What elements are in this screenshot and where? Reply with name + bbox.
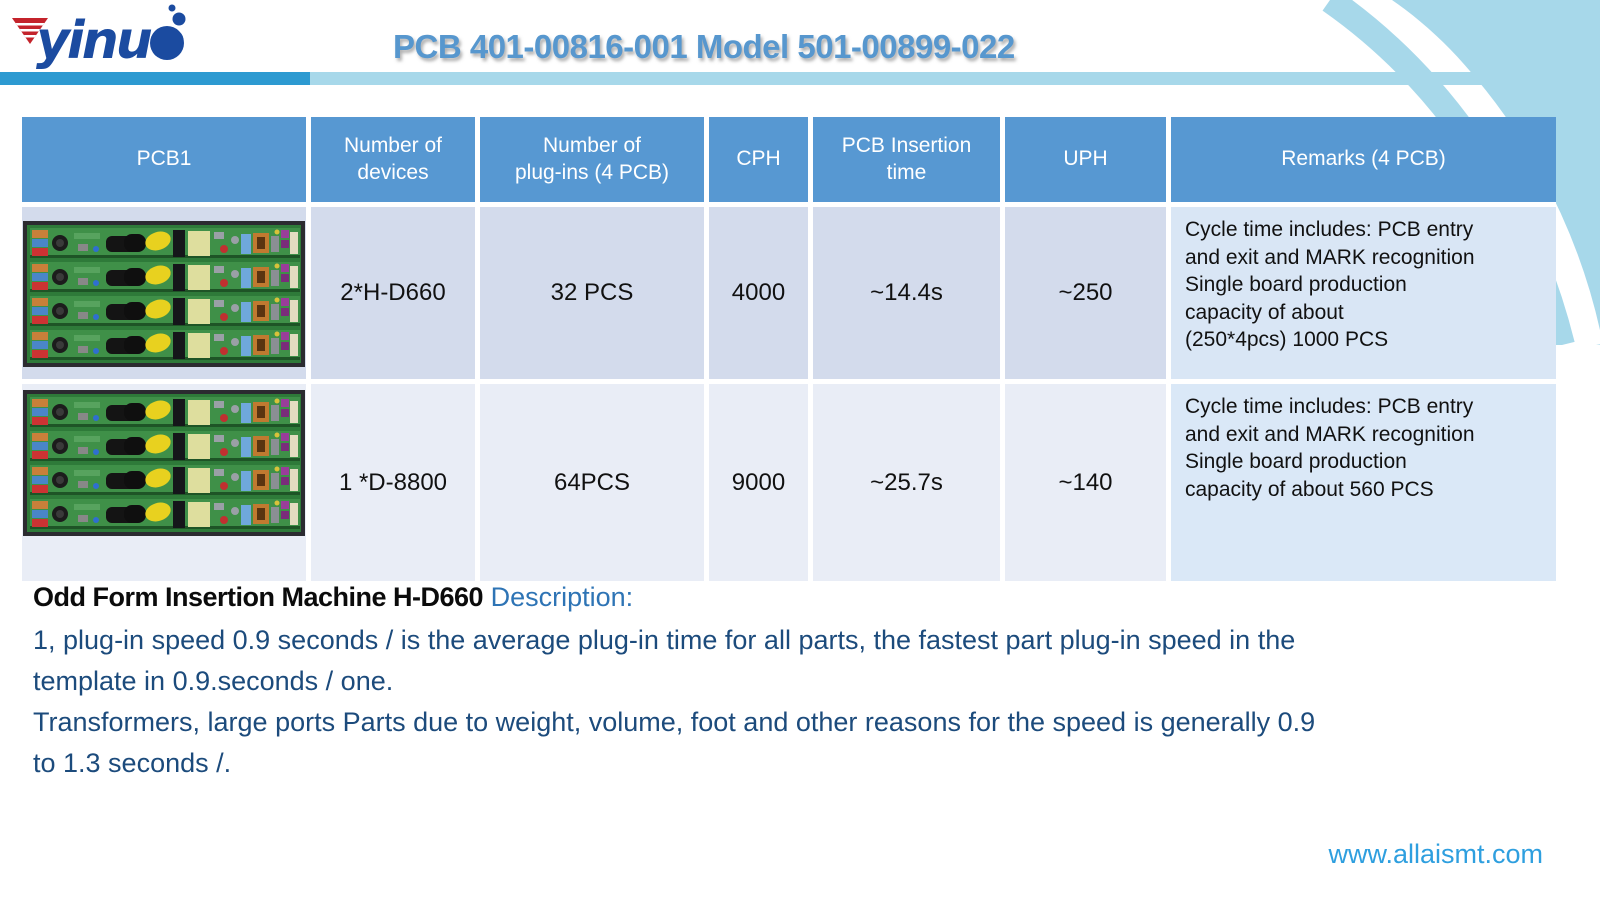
pcb-panel-photo	[23, 221, 305, 367]
col-header-pcb1: PCB1	[22, 117, 306, 202]
pcb-panel-photo	[23, 390, 305, 536]
table-row-2-pcb-photo-cell	[22, 384, 306, 581]
website-link[interactable]: www.allaismt.com	[1328, 839, 1543, 869]
col-header-cph: CPH	[709, 117, 808, 202]
cell-insertion-time: ~14.4s	[813, 207, 1000, 379]
cell-remarks: Cycle time includes: PCB entry and exit …	[1171, 207, 1556, 379]
machine-name: Odd Form Insertion Machine H-D660	[33, 582, 484, 612]
accent-bar-light-segment	[310, 72, 1600, 85]
accent-bar	[0, 72, 1600, 85]
col-header-devices: Number of devices	[311, 117, 475, 202]
col-header-plugins: Number of plug-ins (4 PCB)	[480, 117, 704, 202]
col-header-remarks: Remarks (4 PCB)	[1171, 117, 1556, 202]
cell-devices: 2*H-D660	[311, 207, 475, 379]
accent-bar-dark-segment	[0, 72, 310, 85]
cell-devices: 1 *D-8800	[311, 384, 475, 581]
yinuo-logo: yinuo	[12, 4, 187, 70]
col-header-uph: UPH	[1005, 117, 1166, 202]
col-header-insertion-time: PCB Insertion time	[813, 117, 1000, 202]
description-section: Odd Form Insertion Machine H-D660 Descri…	[33, 582, 1563, 784]
description-label: Description:	[483, 582, 634, 612]
cell-remarks: Cycle time includes: PCB entry and exit …	[1171, 384, 1556, 581]
description-heading: Odd Form Insertion Machine H-D660 Descri…	[33, 582, 1563, 613]
cell-plugins: 32 PCS	[480, 207, 704, 379]
table-row-1-pcb-photo-cell	[22, 207, 306, 379]
spec-table: PCB1 Number of devices Number of plug-in…	[22, 117, 1556, 581]
cell-uph: ~140	[1005, 384, 1166, 581]
cell-cph: 4000	[709, 207, 808, 379]
cell-plugins: 64PCS	[480, 384, 704, 581]
page-title: PCB 401-00816-001 Model 501-00899-022	[393, 28, 1015, 65]
cell-cph: 9000	[709, 384, 808, 581]
cell-insertion-time: ~25.7s	[813, 384, 1000, 581]
description-body: 1, plug-in speed 0.9 seconds / is the av…	[33, 625, 1316, 778]
cell-uph: ~250	[1005, 207, 1166, 379]
